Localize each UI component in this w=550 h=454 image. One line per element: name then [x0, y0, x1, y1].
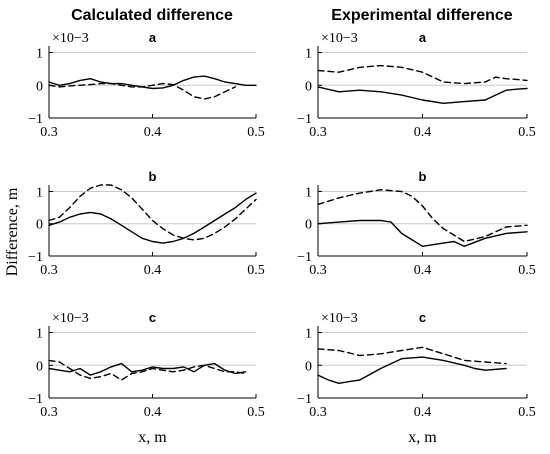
panel-2-xtick-label-2: 0.4 — [414, 125, 432, 140]
panel-1-xtick-label-1: 0.3 — [40, 125, 58, 140]
panel-5-xtick-label-1: 0.3 — [40, 405, 58, 420]
panel-3-ytick-label-3: 1 — [36, 185, 43, 200]
panel-6-ytick-label-1: −1 — [297, 392, 312, 407]
panel-2: −1 0 1 0.3 0.4 0.5 a ×10−3 — [297, 30, 536, 140]
panel-4-xtick-label-2: 0.4 — [414, 263, 432, 278]
panel-4-ytick-label-3: 1 — [305, 185, 312, 200]
panel-3-xtick-label-2: 0.4 — [144, 263, 162, 278]
panel-1-xtick-label-2: 0.4 — [144, 125, 162, 140]
panel-2-xtick-label-1: 0.3 — [309, 125, 327, 140]
panel-6-label: c — [419, 310, 426, 325]
panel-1-series-dashed — [48, 82, 236, 100]
panel-6-x-axis-label: x, m — [408, 429, 437, 446]
panel-3-xtick-label-1: 0.3 — [40, 263, 58, 278]
panel-6-series-solid — [317, 356, 507, 384]
panel-6-ytick-label-2: 0 — [305, 359, 312, 374]
panel-6-xtick-label-2: 0.4 — [414, 405, 432, 420]
panel-5-series-solid — [48, 362, 247, 376]
panel-5-ytick-label-3: 1 — [36, 327, 43, 342]
panel-2-series-solid — [317, 86, 528, 104]
panel-2-series-dashed — [317, 64, 528, 85]
panel-5-series-dashed — [48, 359, 247, 381]
panel-1-ytick-label-1: −1 — [28, 112, 43, 127]
panel-4-series-dashed — [317, 189, 528, 243]
panel-6: −1 0 1 0.3 0.4 0.5 c ×10−3 x, m — [297, 310, 536, 446]
panel-5: −1 0 1 0.3 0.4 0.5 c ×10−3 x, m — [28, 310, 265, 446]
panel-4-ytick-label-1: −1 — [297, 250, 312, 265]
panel-5-xtick-label-3: 0.5 — [247, 405, 265, 420]
panel-6-ytick-label-3: 1 — [305, 327, 312, 342]
panel-4-label: b — [419, 169, 427, 184]
panel-3-ytick-label-2: 0 — [36, 218, 43, 233]
panel-1-ytick-label-3: 1 — [36, 47, 43, 62]
y-axis-label: Difference, m — [4, 187, 21, 276]
panel-1-xtick-label-3: 0.5 — [247, 125, 265, 140]
panel-5-xtick-label-2: 0.4 — [144, 405, 162, 420]
panel-1-ytick-label-2: 0 — [36, 79, 43, 94]
panel-2-ytick-label-2: 0 — [305, 79, 312, 94]
panel-5-ytick-label-2: 0 — [36, 359, 43, 374]
column-title-experimental: Experimental difference — [331, 7, 513, 24]
panel-6-series-dashed — [317, 346, 507, 365]
panel-2-xtick-label-3: 0.5 — [518, 125, 536, 140]
panel-6-xtick-label-3: 0.5 — [518, 405, 536, 420]
panel-3-series-solid — [48, 192, 257, 244]
panel-6-xtick-label-1: 0.3 — [309, 405, 327, 420]
panel-5-x-axis-label: x, m — [138, 429, 167, 446]
panel-5-ytick-label-1: −1 — [28, 392, 43, 407]
panel-5-scale-note: ×10−3 — [52, 311, 89, 326]
panel-5-label: c — [149, 310, 156, 325]
panel-4-ytick-label-2: 0 — [305, 218, 312, 233]
panel-4-series-solid — [317, 219, 528, 247]
panel-3-xtick-label-3: 0.5 — [247, 263, 265, 278]
column-title-calculated: Calculated difference — [71, 7, 233, 24]
panel-6-scale-note: ×10−3 — [321, 311, 358, 326]
panel-3: −1 0 1 0.3 0.4 0.5 b — [28, 169, 265, 278]
panel-4-xtick-label-1: 0.3 — [309, 263, 327, 278]
panel-2-ytick-label-1: −1 — [297, 112, 312, 127]
panel-1-label: a — [149, 30, 157, 45]
panel-4: −1 0 1 0.3 0.4 0.5 b — [297, 169, 536, 278]
panel-4-xtick-label-3: 0.5 — [518, 263, 536, 278]
panel-1-series-solid — [48, 75, 257, 90]
panel-1: −1 0 1 0.3 0.4 0.5 a ×10−3 — [28, 30, 265, 140]
panel-2-ytick-label-3: 1 — [305, 47, 312, 62]
panel-3-label: b — [149, 169, 157, 184]
panel-3-series-dashed — [48, 184, 257, 241]
panel-1-scale-note: ×10−3 — [52, 31, 89, 46]
panel-2-scale-note: ×10−3 — [321, 31, 358, 46]
panel-3-ytick-label-1: −1 — [28, 250, 43, 265]
panel-2-label: a — [419, 30, 427, 45]
